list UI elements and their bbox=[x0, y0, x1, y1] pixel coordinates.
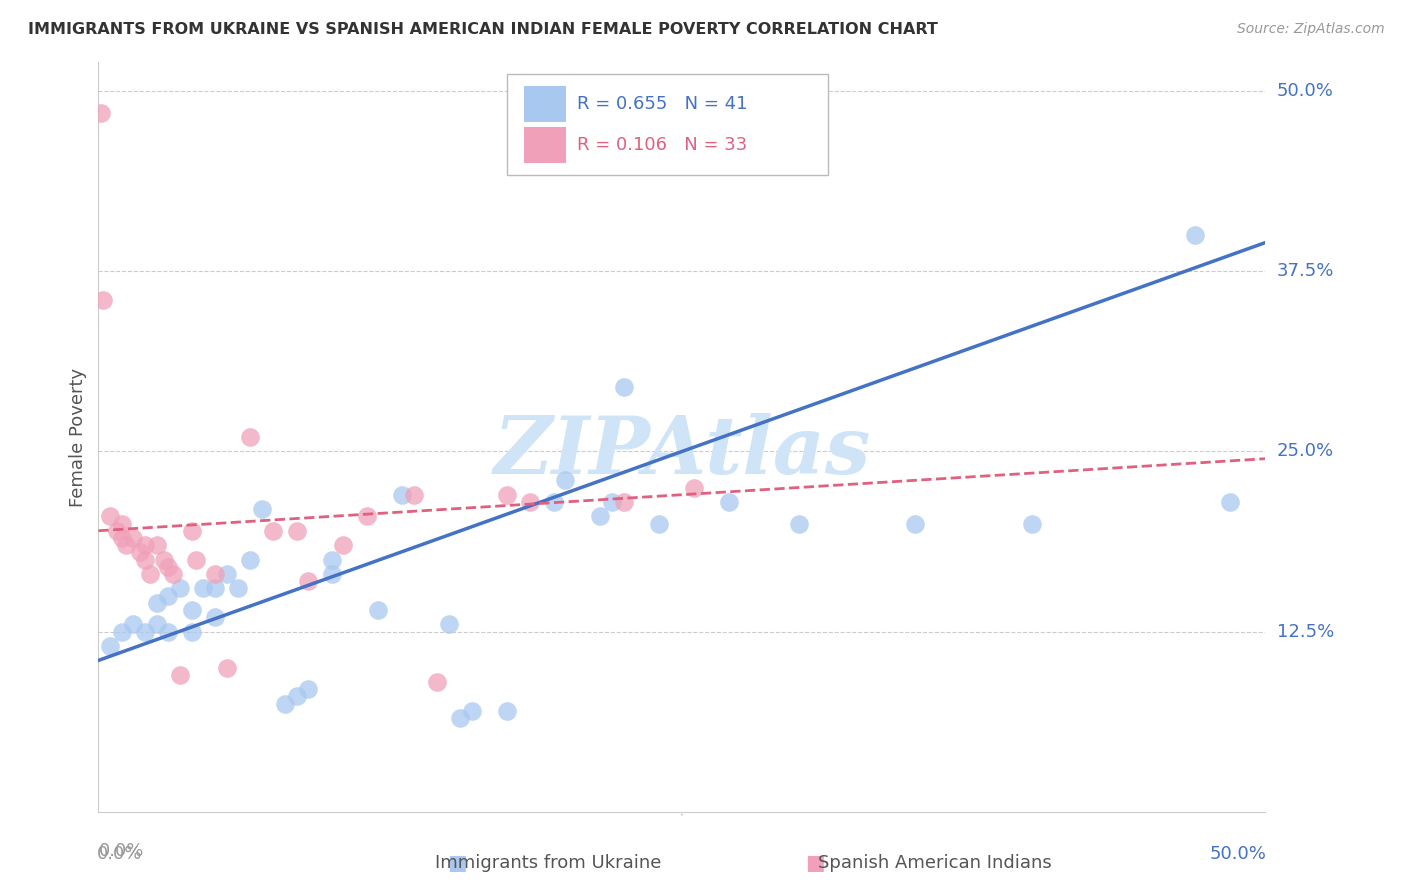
Point bbox=[496, 704, 519, 718]
Point bbox=[90, 106, 112, 120]
Point bbox=[186, 552, 208, 566]
Point bbox=[554, 473, 576, 487]
Point bbox=[134, 538, 156, 552]
Text: ■: ■ bbox=[806, 854, 825, 873]
Point bbox=[204, 610, 226, 624]
Point bbox=[193, 582, 215, 596]
Point bbox=[228, 582, 250, 596]
Point bbox=[180, 624, 202, 639]
Point bbox=[285, 690, 308, 704]
Point bbox=[437, 617, 460, 632]
Point bbox=[105, 524, 128, 538]
FancyBboxPatch shape bbox=[524, 86, 567, 121]
Point bbox=[250, 502, 273, 516]
Point bbox=[122, 617, 145, 632]
Point bbox=[647, 516, 669, 531]
Text: 12.5%: 12.5% bbox=[1277, 623, 1334, 640]
Point bbox=[204, 566, 226, 581]
Text: Immigrants from Ukraine: Immigrants from Ukraine bbox=[434, 855, 662, 872]
Point bbox=[146, 617, 169, 632]
Point bbox=[215, 660, 238, 674]
Point bbox=[332, 538, 354, 552]
Text: IMMIGRANTS FROM UKRAINE VS SPANISH AMERICAN INDIAN FEMALE POVERTY CORRELATION CH: IMMIGRANTS FROM UKRAINE VS SPANISH AMERI… bbox=[28, 22, 938, 37]
Point bbox=[904, 516, 927, 531]
Point bbox=[1219, 495, 1241, 509]
Point bbox=[589, 509, 612, 524]
Point bbox=[111, 516, 134, 531]
Point bbox=[139, 566, 162, 581]
Point bbox=[297, 682, 319, 697]
Text: R = 0.655   N = 41: R = 0.655 N = 41 bbox=[576, 95, 748, 112]
Point bbox=[449, 711, 471, 725]
Point bbox=[391, 488, 413, 502]
Y-axis label: Female Poverty: Female Poverty bbox=[69, 368, 87, 507]
Point bbox=[543, 495, 565, 509]
Text: 0.0%: 0.0% bbox=[98, 842, 143, 860]
Point bbox=[134, 552, 156, 566]
Text: 50.0%: 50.0% bbox=[1277, 82, 1333, 100]
Point bbox=[157, 589, 180, 603]
Point bbox=[162, 566, 184, 581]
Point bbox=[461, 704, 484, 718]
Point bbox=[356, 509, 378, 524]
Point bbox=[157, 559, 180, 574]
Point bbox=[180, 603, 202, 617]
Point bbox=[98, 509, 121, 524]
Text: R = 0.106   N = 33: R = 0.106 N = 33 bbox=[576, 136, 747, 153]
Point bbox=[297, 574, 319, 589]
Text: 37.5%: 37.5% bbox=[1277, 262, 1334, 280]
Point bbox=[519, 495, 541, 509]
Point bbox=[239, 552, 262, 566]
Point bbox=[321, 566, 343, 581]
Point bbox=[274, 697, 297, 711]
Point bbox=[682, 481, 704, 495]
Point bbox=[134, 624, 156, 639]
Point bbox=[152, 552, 174, 566]
Point bbox=[402, 488, 425, 502]
Point bbox=[613, 495, 636, 509]
Point bbox=[146, 538, 169, 552]
Point bbox=[98, 639, 121, 653]
Point bbox=[321, 552, 343, 566]
Point bbox=[717, 495, 740, 509]
Point bbox=[600, 495, 623, 509]
Point bbox=[239, 430, 262, 444]
Text: ZIPAtlas: ZIPAtlas bbox=[494, 413, 870, 491]
Point bbox=[613, 379, 636, 393]
Point bbox=[169, 668, 191, 682]
Point bbox=[180, 524, 202, 538]
Text: 50.0%: 50.0% bbox=[1209, 846, 1267, 863]
Point bbox=[115, 538, 138, 552]
Text: ■: ■ bbox=[447, 854, 467, 873]
Point bbox=[1021, 516, 1043, 531]
Point bbox=[1184, 228, 1206, 243]
Point bbox=[111, 531, 134, 545]
Point bbox=[426, 675, 449, 690]
Point bbox=[787, 516, 810, 531]
FancyBboxPatch shape bbox=[508, 74, 828, 175]
Point bbox=[496, 488, 519, 502]
Point bbox=[146, 596, 169, 610]
Point bbox=[169, 582, 191, 596]
Point bbox=[285, 524, 308, 538]
Point bbox=[91, 293, 114, 308]
FancyBboxPatch shape bbox=[524, 127, 567, 162]
Point bbox=[215, 566, 238, 581]
Text: 25.0%: 25.0% bbox=[1277, 442, 1334, 460]
Text: Source: ZipAtlas.com: Source: ZipAtlas.com bbox=[1237, 22, 1385, 37]
Point bbox=[122, 531, 145, 545]
Text: Spanish American Indians: Spanish American Indians bbox=[818, 855, 1052, 872]
Point bbox=[262, 524, 284, 538]
Point bbox=[204, 582, 226, 596]
Point bbox=[129, 545, 152, 559]
Point bbox=[157, 624, 180, 639]
Text: 0.0%: 0.0% bbox=[97, 846, 142, 863]
Point bbox=[111, 624, 134, 639]
Point bbox=[367, 603, 389, 617]
